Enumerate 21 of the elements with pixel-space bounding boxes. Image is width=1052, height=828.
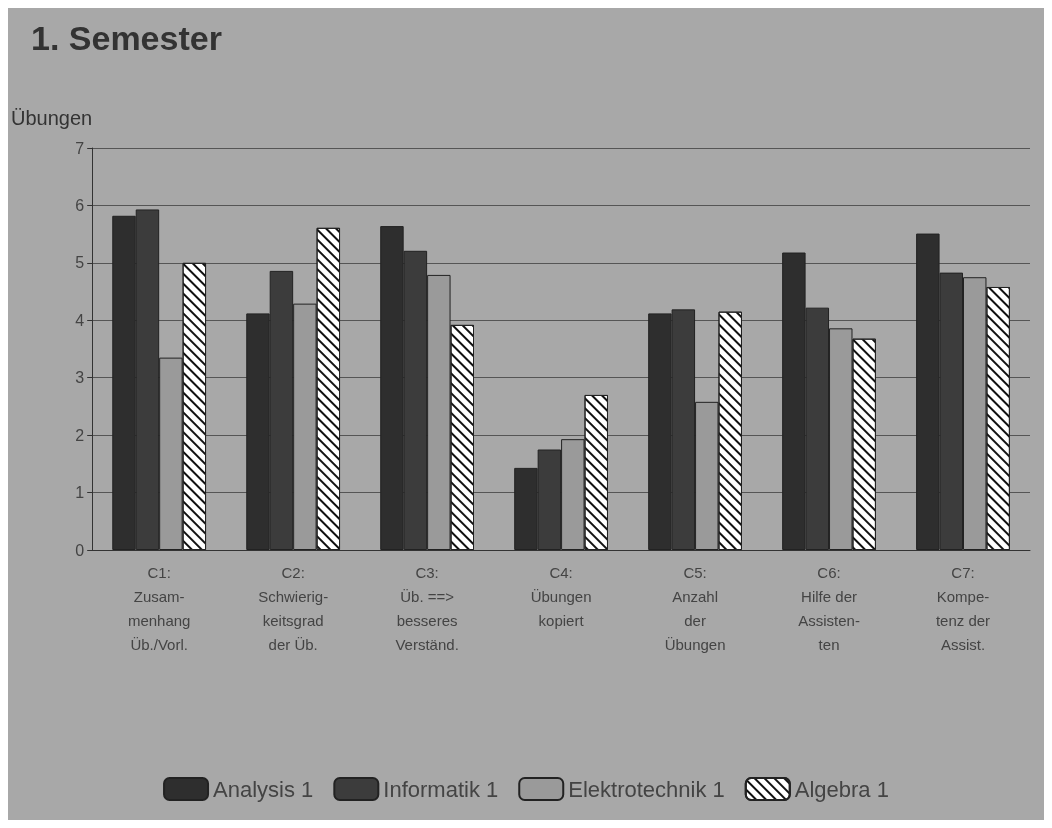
y-tick-label: 4 [75, 311, 85, 329]
x-tick-label: C2: Schwierig- keitsgrad der Üb. [258, 563, 329, 653]
x-tick-label: C4: Übungen kopiert [530, 563, 592, 629]
legend-label: Analysis 1 [213, 776, 314, 802]
x-tick-label: C6: Hilfe der Assisten- ten [798, 563, 860, 653]
y-axis-title: Übungen [10, 107, 93, 129]
chart-title: 1. Semester [31, 19, 222, 57]
y-tick-label: 0 [75, 541, 85, 559]
y-tick-label: 7 [75, 139, 85, 157]
legend-label: Informatik 1 [383, 776, 499, 802]
y-tick-label: 6 [75, 196, 85, 214]
x-tick-label: C7: Kompe- tenz der Assist. [935, 563, 991, 653]
y-tick-label: 3 [75, 369, 85, 387]
y-tick-label: 2 [75, 426, 85, 444]
legend-label: Elektrotechnik 1 [568, 776, 725, 802]
y-tick-label: 1 [75, 484, 85, 502]
y-tick-label: 5 [75, 254, 85, 272]
x-tick-label: C3: Üb. ==> besseres Verständ. [395, 563, 459, 653]
x-tick-label: C1: Zusam- menhang Üb./Vorl. [127, 563, 191, 653]
legend-label: Algebra 1 [794, 776, 889, 802]
x-tick-label: C5: Anzahl der Übungen [664, 563, 726, 653]
